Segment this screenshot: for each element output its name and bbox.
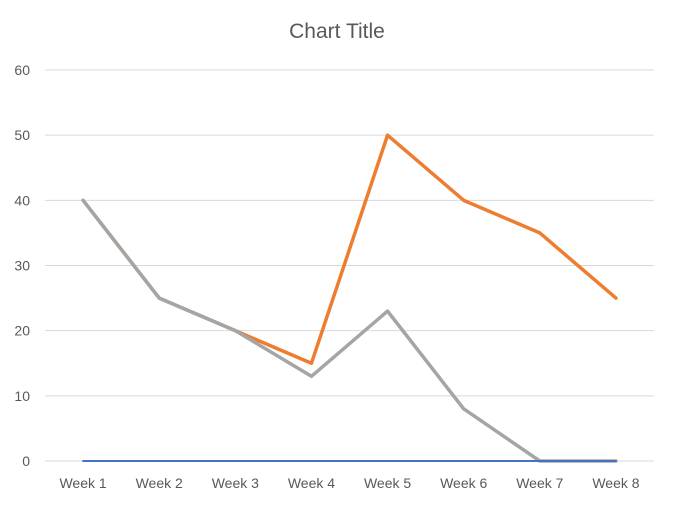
y-tick-label: 50: [14, 127, 30, 143]
x-tick-label: Week 1: [59, 475, 106, 491]
y-tick-label: 10: [14, 388, 30, 404]
x-tick-label: Week 3: [212, 475, 259, 491]
y-tick-label: 60: [14, 62, 30, 78]
gridlines: [45, 70, 654, 461]
x-tick-label: Week 8: [592, 475, 639, 491]
series-lines: [83, 135, 616, 461]
chart-title: Chart Title: [289, 20, 385, 43]
x-tick-label: Week 7: [516, 475, 563, 491]
y-tick-label: 30: [14, 258, 30, 274]
y-tick-label: 20: [14, 323, 30, 339]
x-axis-ticks: Week 1 Week 2 Week 3 Week 4 Week 5 Week 6 Week…: [59, 475, 639, 491]
x-tick-label: Week 2: [136, 475, 183, 491]
series-line-2: [83, 135, 616, 363]
y-tick-label: 0: [22, 453, 30, 469]
y-tick-label: 40: [14, 192, 30, 208]
x-tick-label: Week 6: [440, 475, 487, 491]
x-tick-label: Week 5: [364, 475, 411, 491]
x-tick-label: Week 4: [288, 475, 335, 491]
y-axis-ticks: 0 10 20 30 40 50 60: [14, 62, 30, 469]
